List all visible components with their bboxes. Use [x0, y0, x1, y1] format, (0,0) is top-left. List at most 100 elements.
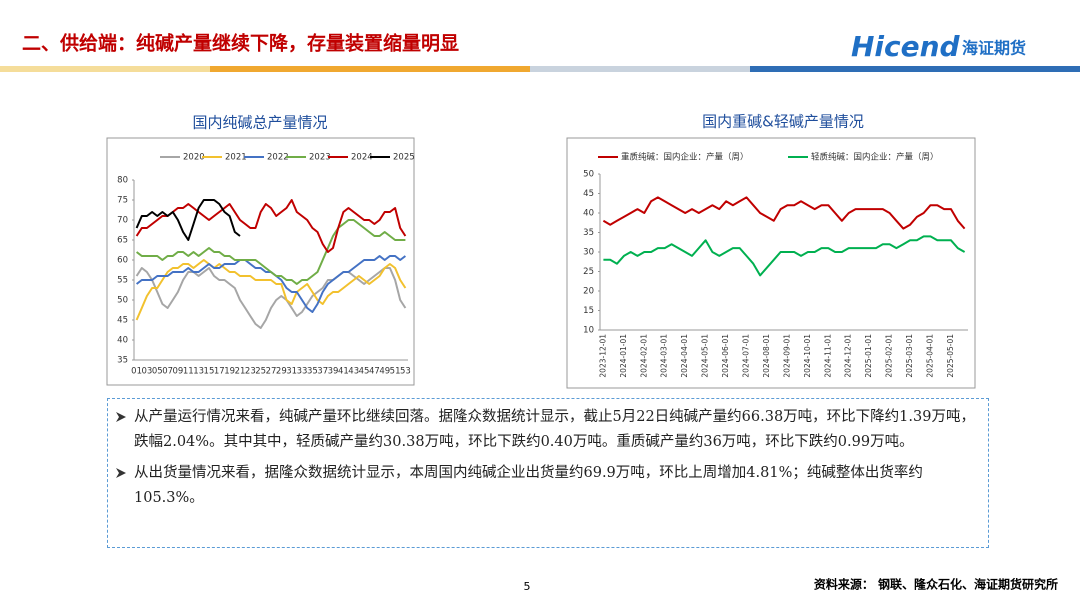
y-tick-label: 65 [117, 236, 128, 246]
y-tick-label: 45 [583, 189, 594, 199]
series-line [135, 259, 407, 321]
x-tick-label: 17 [214, 367, 225, 377]
y-tick-label: 30 [583, 248, 594, 258]
x-tick-label: 2024-12-01 [844, 334, 853, 378]
x-tick-label: 27 [266, 367, 277, 377]
x-tick-label: 43 [348, 367, 359, 377]
x-tick-label: 29 [276, 367, 287, 377]
x-tick-label: 31 [286, 367, 297, 377]
y-tick-label: 70 [117, 216, 128, 226]
y-tick-label: 20 [583, 287, 594, 297]
x-tick-label: 2024-08-01 [762, 334, 771, 378]
legend-label: 轻质纯碱：国内企业：产量（周） [811, 152, 939, 163]
x-tick-label: 11 [183, 367, 194, 377]
series-line [602, 196, 966, 230]
x-tick-label: 13 [193, 367, 204, 377]
legend-label: 2020 [183, 153, 205, 163]
logo: Hicend [851, 30, 961, 63]
legend-label: 2025 [393, 153, 415, 163]
y-tick-label: 80 [117, 176, 128, 186]
x-tick-label: 41 [338, 367, 349, 377]
y-tick-label: 50 [117, 296, 128, 306]
series-line [135, 199, 407, 253]
y-tick-label: 60 [117, 256, 128, 266]
legend-label: 2024 [351, 153, 373, 163]
bullet: 从产量运行情况来看，纯碱产量环比继续回落。据隆众数据统计显示，截止5月22日纯碱… [114, 405, 982, 455]
stripe [530, 66, 750, 72]
y-tick-label: 55 [117, 276, 128, 286]
chart-title: 国内重碱&轻碱产量情况 [702, 113, 864, 131]
y-tick-label: 35 [583, 228, 594, 238]
y-tick-label: 10 [583, 326, 594, 336]
x-tick-label: 2024-05-01 [701, 334, 710, 378]
bullet-icon [116, 412, 126, 422]
logo-cn: 海证期货 [962, 39, 1026, 58]
x-tick-label: 2024-06-01 [721, 334, 730, 378]
x-tick-label: 07 [162, 367, 173, 377]
x-tick-label: 01 [131, 367, 142, 377]
legend-label: 2021 [225, 153, 247, 163]
y-tick-label: 35 [117, 356, 128, 366]
x-tick-label: 45 [359, 367, 370, 377]
x-tick-label: 53 [400, 367, 411, 377]
legend-label: 重质纯碱：国内企业：产量（周） [621, 152, 749, 163]
x-tick-label: 2025-04-01 [926, 334, 935, 378]
series-line [135, 199, 241, 241]
x-tick-label: 2024-07-01 [742, 334, 751, 378]
x-tick-label: 47 [369, 367, 380, 377]
x-tick-label: 09 [173, 367, 184, 377]
x-tick-label: 2024-09-01 [782, 334, 791, 378]
bullet-icon [116, 468, 126, 478]
note-text: 从产量运行情况来看，纯碱产量环比继续回落。据隆众数据统计显示，截止5月22日纯碱… [134, 409, 975, 450]
y-tick-label: 45 [117, 316, 128, 326]
note-text: 从出货量情况来看，据隆众数据统计显示，本周国内纯碱企业出货量约69.9万吨，环比… [134, 465, 923, 506]
source: 资料来源： 钢联、隆众石化、海证期货研究所 [814, 577, 1058, 592]
bullet: 从出货量情况来看，据隆众数据统计显示，本周国内纯碱企业出货量约69.9万吨，环比… [114, 461, 982, 511]
x-tick-label: 2025-05-01 [946, 334, 955, 378]
series-line [135, 219, 406, 285]
x-tick-label: 2025-01-01 [864, 334, 873, 378]
notes-box: 从产量运行情况来看，纯碱产量环比继续回落。据隆众数据统计显示，截止5月22日纯碱… [107, 398, 989, 548]
x-tick-label: 2024-11-01 [823, 334, 832, 378]
x-tick-label: 03 [142, 367, 153, 377]
legend-label: 2023 [309, 153, 331, 163]
x-tick-label: 19 [224, 367, 235, 377]
x-tick-label: 35 [307, 367, 318, 377]
x-tick-label: 2024-10-01 [803, 334, 812, 378]
y-tick-label: 40 [583, 209, 594, 219]
x-tick-label: 39 [328, 367, 339, 377]
x-tick-label: 2024-02-01 [639, 334, 648, 378]
x-tick-label: 2023-12-01 [598, 334, 607, 378]
x-tick-label: 2024-04-01 [680, 334, 689, 378]
series-line [135, 267, 407, 329]
x-tick-label: 2024-03-01 [660, 334, 669, 378]
x-tick-label: 51 [390, 367, 401, 377]
series-line [603, 235, 966, 277]
legend-label: 2022 [267, 153, 289, 163]
slide-title: 二、供给端：纯碱产量继续下降，存量装置缩量明显 [22, 32, 459, 55]
chart-title: 国内纯碱总产量情况 [192, 114, 327, 132]
x-tick-label: 2025-03-01 [905, 334, 914, 378]
x-tick-label: 33 [297, 367, 308, 377]
y-tick-label: 40 [117, 336, 128, 346]
stripe [750, 66, 1080, 72]
x-tick-label: 21 [235, 367, 246, 377]
y-tick-label: 75 [117, 196, 128, 206]
stripe [210, 66, 530, 72]
x-tick-label: 25 [255, 367, 266, 377]
y-tick-label: 25 [583, 267, 594, 277]
page-number: 5 [524, 580, 531, 593]
y-tick-label: 15 [583, 306, 594, 316]
x-tick-label: 49 [379, 367, 390, 377]
chart-frame [106, 137, 415, 386]
x-tick-label: 2024-01-01 [619, 334, 628, 378]
x-tick-label: 37 [317, 367, 328, 377]
stripe [0, 66, 210, 72]
chart-frame [566, 137, 976, 389]
x-tick-label: 23 [245, 367, 256, 377]
x-tick-label: 05 [152, 367, 163, 377]
y-tick-label: 50 [583, 170, 594, 180]
x-tick-label: 15 [204, 367, 215, 377]
